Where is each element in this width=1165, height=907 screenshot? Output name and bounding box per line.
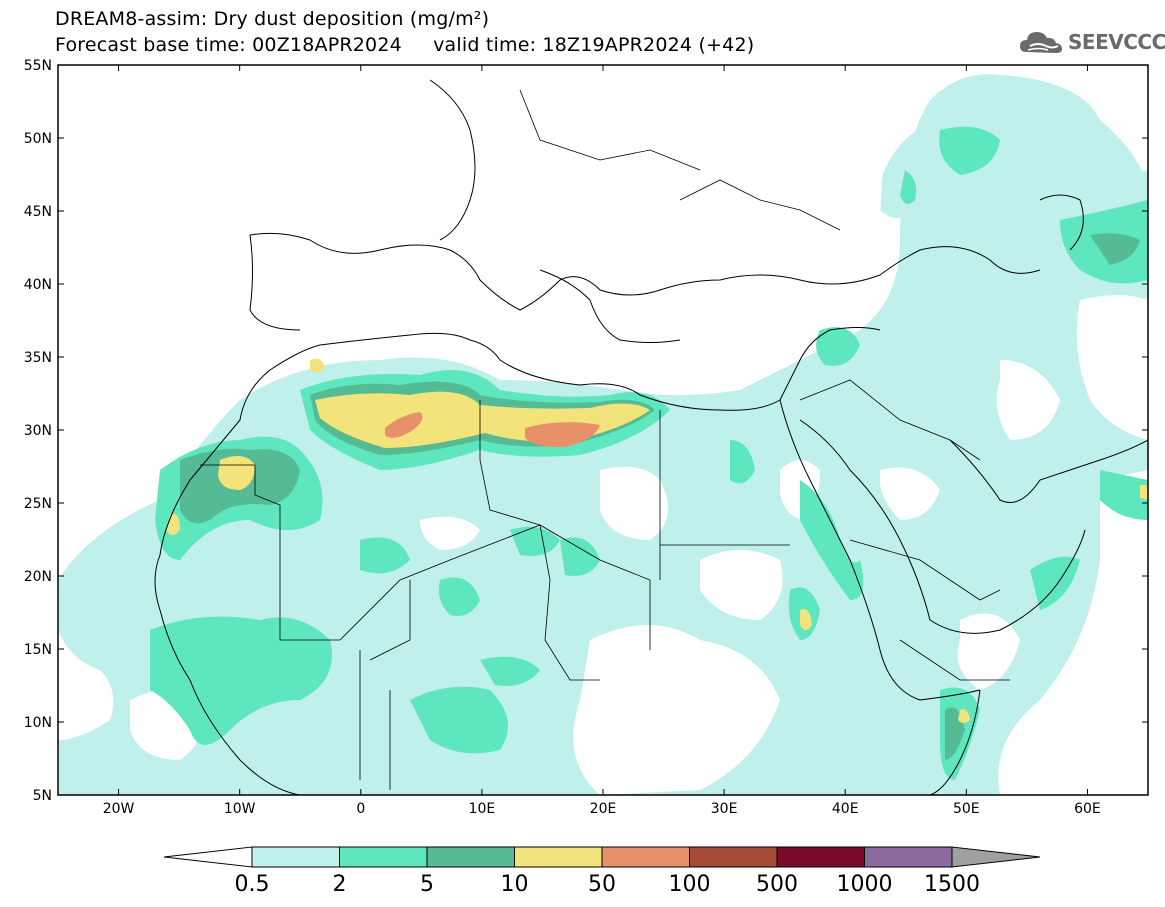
colorbar-label: 2	[333, 872, 347, 897]
lat-tick-label: 25N	[24, 496, 52, 512]
colorbar-over-triangle	[951, 846, 1041, 868]
colorbar-label: 1500	[924, 872, 980, 897]
colorbar-label: 5	[420, 872, 434, 897]
colorbar-label: 0.5	[235, 872, 270, 897]
colorbar-segment	[251, 846, 340, 868]
longitude-ticks: 20W 10W 0 10E 20E 30E 40E 50E 60E	[103, 65, 1101, 817]
lon-tick-label: 20W	[103, 801, 135, 817]
colorbar-segment	[426, 846, 515, 868]
lat-tick-label: 30N	[24, 423, 52, 439]
lat-tick-label: 5N	[33, 788, 52, 804]
colorbar-segment	[776, 846, 865, 868]
lon-tick-label: 20E	[590, 801, 617, 817]
colorbar-segment	[339, 846, 428, 868]
colorbar-under-triangle	[163, 846, 253, 868]
colorbar-segment	[864, 846, 953, 868]
lat-tick-label: 15N	[24, 642, 52, 658]
forecast-times: Forecast base time: 00Z18APR2024 valid t…	[55, 34, 755, 56]
colorbar-label: 100	[669, 872, 711, 897]
lat-tick-label: 10N	[24, 715, 52, 731]
lon-tick-label: 60E	[1074, 801, 1101, 817]
colorbar-labels: 0.5 2 5 10 50 100 500 1000 1500	[235, 872, 981, 897]
coastlines	[154, 79, 1148, 795]
colorbar-label: 500	[756, 872, 798, 897]
field-gaps	[58, 65, 1148, 795]
field-level-5	[385, 412, 600, 448]
lon-tick-label: 10W	[224, 801, 256, 817]
map-title: DREAM8-assim: Dry dust deposition (mg/m²…	[55, 8, 490, 30]
lat-tick-label: 45N	[24, 204, 52, 220]
logo-text: SEEVCCC	[1068, 30, 1165, 54]
lon-tick-label: 30E	[711, 801, 738, 817]
dust-field	[58, 65, 1148, 795]
lat-tick-label: 55N	[24, 58, 52, 74]
colorbar-label: 50	[588, 872, 616, 897]
cloud-logo-icon	[1020, 32, 1062, 53]
lon-tick-label: 0	[356, 801, 365, 817]
latitude-ticks: 5N 10N 15N 20N 25N 30N 35N 40N 45N 50N 55N	[24, 58, 1148, 804]
colorbar-label: 1000	[837, 872, 893, 897]
lon-tick-label: 50E	[953, 801, 980, 817]
colorbar-segment	[514, 846, 603, 868]
lat-tick-label: 35N	[24, 350, 52, 366]
borders	[200, 89, 1010, 790]
colorbar-segment	[689, 846, 778, 868]
lon-tick-label: 40E	[832, 801, 859, 817]
lat-tick-label: 20N	[24, 569, 52, 585]
colorbar	[163, 846, 1041, 868]
lon-tick-label: 10E	[469, 801, 496, 817]
lat-tick-label: 50N	[24, 131, 52, 147]
lat-tick-label: 40N	[24, 277, 52, 293]
colorbar-segment	[601, 846, 690, 868]
colorbar-label: 10	[501, 872, 529, 897]
